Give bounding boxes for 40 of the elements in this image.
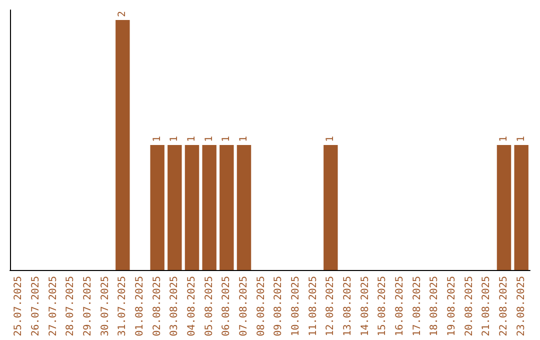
x-tick-label: 03.08.2025	[169, 276, 180, 336]
x-tick-label: 26.07.2025	[30, 276, 42, 336]
x-tick-label: 31.07.2025	[117, 276, 128, 336]
x-tick-label: 19.08.2025	[446, 276, 458, 336]
x-tick-label: 01.08.2025	[134, 276, 146, 336]
x-tick-label: 08.08.2025	[256, 276, 267, 336]
data-label: 1	[516, 136, 527, 142]
x-tick-label: 07.08.2025	[238, 276, 250, 336]
x-tick-label: 02.08.2025	[152, 276, 163, 336]
x-tick-label: 21.08.2025	[481, 276, 492, 336]
data-label: 1	[169, 136, 180, 142]
x-tick-label: 10.08.2025	[290, 276, 302, 336]
x-tick-label: 29.07.2025	[82, 276, 94, 336]
data-label: 2	[117, 10, 128, 17]
x-tick-label: 05.08.2025	[204, 276, 215, 336]
x-tick-label: 18.08.2025	[429, 276, 440, 336]
data-label: 1	[238, 136, 250, 142]
x-tick-label: 30.07.2025	[100, 276, 111, 336]
x-tick-label: 04.08.2025	[186, 276, 198, 336]
x-tick-label: 23.08.2025	[516, 276, 527, 336]
x-tick-label: 09.08.2025	[273, 276, 284, 336]
data-label: 1	[325, 136, 336, 142]
x-tick-label: 25.07.2025	[13, 276, 24, 336]
x-tick-label: 14.08.2025	[360, 276, 371, 336]
x-tick-label: 20.08.2025	[464, 276, 475, 336]
data-label: 1	[152, 136, 163, 142]
x-tick-label: 27.07.2025	[48, 276, 59, 336]
x-tick-label: 15.08.2025	[377, 276, 388, 336]
data-label: 1	[498, 136, 510, 142]
x-tick-label: 22.08.2025	[498, 276, 510, 336]
data-label: 1	[221, 136, 232, 142]
x-tick-label: 06.08.2025	[221, 276, 232, 336]
data-label: 1	[204, 136, 215, 142]
x-tick-label: 28.07.2025	[65, 276, 76, 336]
x-tick-label: 11.08.2025	[308, 276, 319, 336]
x-tick-label: 12.08.2025	[325, 276, 336, 336]
data-label: 1	[186, 136, 198, 142]
x-tick-label: 17.08.2025	[412, 276, 423, 336]
x-tick-label: 16.08.2025	[394, 276, 406, 336]
x-tick-label: 13.08.2025	[342, 276, 354, 336]
